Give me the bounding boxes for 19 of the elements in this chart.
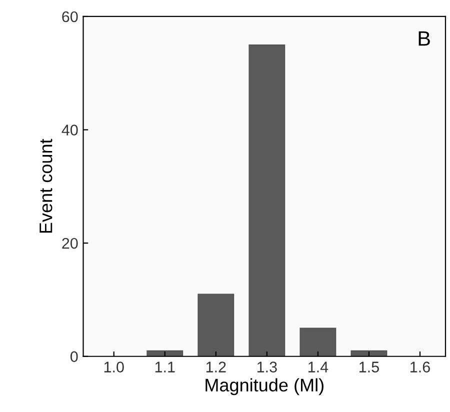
- annotation: B: [418, 31, 430, 46]
- y-tick-label: 40: [62, 124, 78, 136]
- y-tick-label: 20: [62, 238, 78, 249]
- bar: [300, 328, 336, 356]
- y-axis-title: Event count: [40, 138, 52, 233]
- bar: [146, 350, 184, 356]
- x-tick-label: 1.5: [360, 362, 379, 372]
- bar: [198, 294, 234, 356]
- bar: [248, 44, 286, 356]
- x-axis-title: Magnitude (Ml): [206, 378, 324, 396]
- x-tick-label: 1.0: [104, 362, 124, 372]
- x-tick-label: 1.1: [155, 362, 175, 372]
- y-tick-label: 60: [62, 11, 78, 22]
- x-tick-label: 1.3: [257, 362, 277, 372]
- x-tick-label: 1.2: [206, 362, 226, 372]
- bar: [350, 350, 388, 356]
- x-tick-label: 1.6: [410, 362, 430, 372]
- y-tick-label: 0: [70, 351, 78, 362]
- x-tick-label: 1.4: [308, 362, 328, 372]
